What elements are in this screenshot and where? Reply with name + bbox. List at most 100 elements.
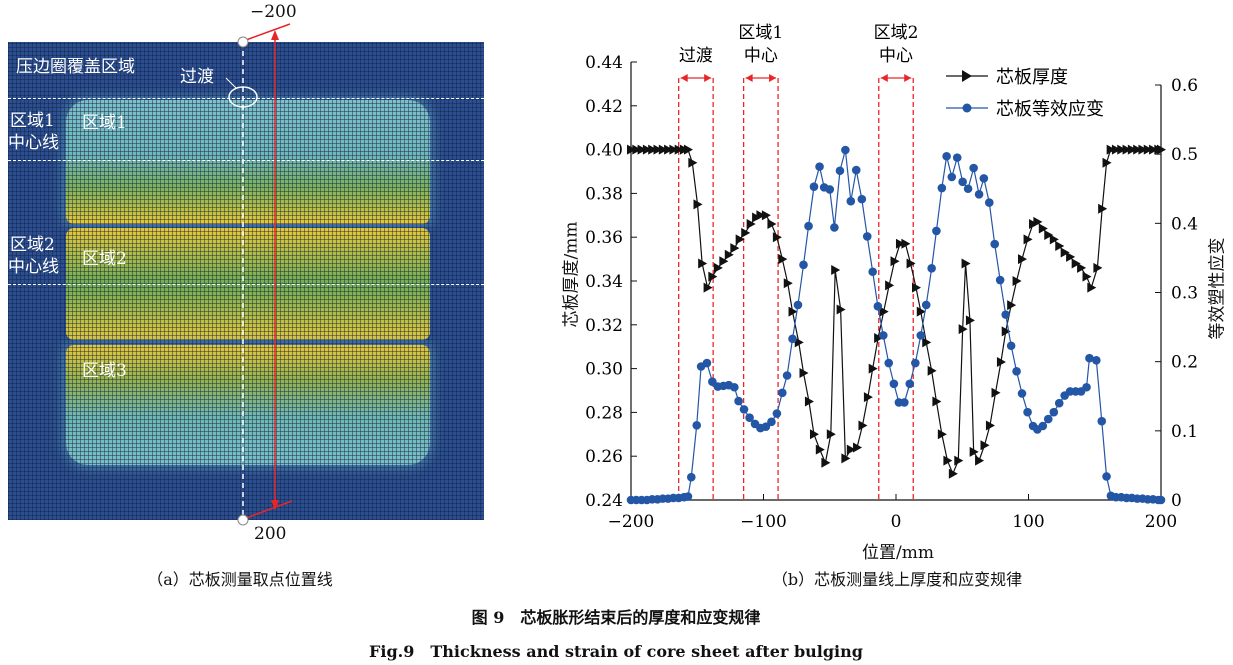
x-tick-label: −200 [608,512,655,532]
thickness-point [1133,144,1143,155]
y-tick-label-left: 0.30 [585,360,623,380]
thickness-point [954,455,964,466]
thickness-point [783,278,793,289]
thickness-point [1071,258,1081,269]
zone2-centerline [8,284,484,285]
thickness-point [958,324,968,335]
thickness-point [1055,240,1065,251]
thickness-point [756,210,766,221]
region-annotation: 区域2 [874,23,919,43]
thickness-point [809,429,819,440]
blankholder-label: 压边圈覆盖区域 [16,57,135,77]
strain-point [862,232,872,241]
panel-a-caption: （a）芯板测量取点位置线 [147,570,333,589]
x-tick-label: −100 [740,512,787,532]
y-tick-label-left: 0.42 [585,97,623,117]
fe-contour-image: 压边圈覆盖区域 过渡 区域1 中心线 区域1 区域2 中心线 区域2 区域3 [8,42,484,520]
strain-point [804,221,813,231]
thickness-point [1033,216,1043,227]
measurement-line-overlay [225,23,293,526]
strain-point [851,165,861,175]
thickness-point [1044,230,1054,241]
strain-point [958,177,967,187]
arrow-head-up-icon [271,30,279,40]
thickness-point [653,144,663,155]
thickness-point [674,144,684,155]
thickness-point [688,157,698,168]
thickness-point [794,337,804,348]
thickness-point [1077,262,1087,273]
thickness-point [778,254,788,265]
region-annotation: 过渡 [679,46,713,66]
y-tick-label-right: 0.5 [1171,145,1198,165]
thickness-point [767,219,777,230]
thickness-point [1018,254,1028,265]
strain-point [1085,353,1094,363]
y-tick-label-left: 0.32 [585,316,623,336]
transition-label: 过渡 [180,67,214,87]
thickness-point [698,258,708,269]
y-tick-label-right: 0.6 [1171,76,1198,96]
thickness-point [1157,144,1166,155]
thickness-point [937,429,947,440]
strain-point [905,379,915,389]
thickness-point [693,199,703,210]
strain-point [1097,416,1107,426]
zone3-block [66,345,430,465]
strain-point [1001,310,1011,319]
zone1-block [66,100,430,224]
end-point-marker [237,514,249,526]
thickness-point [1098,203,1108,214]
start-point-marker [237,36,249,48]
thickness-point [1038,223,1048,234]
strain-point [788,334,797,344]
thickness-point [868,363,878,374]
strain-point [739,405,749,414]
panel-b-caption: （b）芯板测量线上厚度和应变规律 [771,570,1023,589]
strain-point [1006,341,1016,351]
mesh-grid [8,42,484,520]
strain-point [734,396,743,406]
thickness-point [799,367,809,378]
figure-caption-en: Fig.9 Thickness and strain of core sheet… [369,642,863,661]
thickness-point [831,265,841,276]
thickness-point [922,337,932,348]
arrow-head-left-icon [880,74,888,82]
strain-point [841,145,850,155]
strain-point [952,153,962,162]
strain-point [1092,355,1101,365]
y-tick-label-left: 0.44 [585,53,623,73]
thickness-point [895,238,905,249]
x-tick-label: 200 [1145,512,1177,532]
thickness-point [1060,247,1070,258]
arrow-head-right-icon [769,74,777,82]
strain-point [835,166,845,176]
thickness-point [761,210,771,221]
strain-point [1156,495,1166,505]
strain-point [830,223,839,232]
thickness-point [1127,144,1137,155]
thickness-point [1007,300,1017,311]
thickness-point [730,243,740,254]
thickness-point [648,144,658,155]
series-line-thickness [631,149,1161,476]
strain-point [916,331,926,340]
y-tick-label-left: 0.26 [585,447,623,467]
thickness-point [735,234,745,245]
zone2-label: 区域2 [82,249,127,269]
y-tick-label-left: 0.28 [585,403,623,423]
strain-point [1102,472,1111,481]
zone2-centerline-label-2: 中心线 [8,257,59,277]
thickness-point [874,332,884,343]
zone3-label: 区域3 [82,361,127,381]
thickness-point [927,365,937,376]
strain-point [815,162,824,171]
y-tick-label-right: 0.4 [1171,214,1198,234]
strain-point [937,183,947,193]
thickness-point [906,258,916,269]
arrow-head-down-icon [271,500,279,510]
strain-point [979,174,989,183]
strain-point [702,358,712,368]
strain-point [884,358,894,368]
strain-point [927,263,936,273]
